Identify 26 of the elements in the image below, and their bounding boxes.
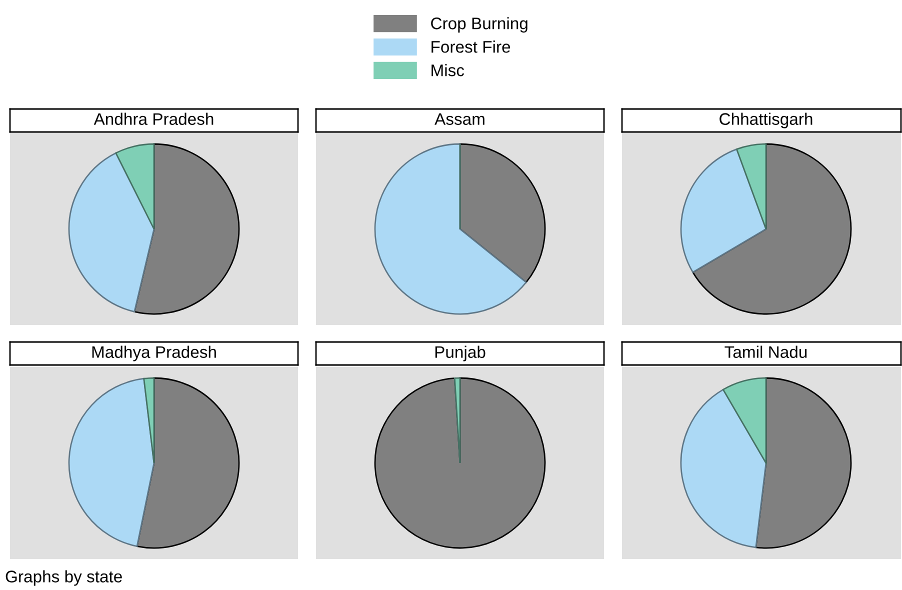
pie-slice [115,143,155,230]
chart-title: Assam [434,113,484,125]
text: Andhra Pradesh [94,112,214,125]
pie-slice [680,148,767,273]
pie-slice [68,152,155,312]
legend-label: Forest Fire [432,40,510,53]
pie-slice [722,377,767,464]
pie-slice [755,377,852,549]
pie-slice [68,378,155,547]
pie-slice [736,143,767,230]
legend-label: Misc [432,64,464,76]
pie-slice [136,377,240,549]
pie-slice [680,388,767,548]
pie-slice [374,143,527,315]
pie-slice [454,377,461,464]
chart-title: Tamil Nadu [724,346,807,358]
pie-slice [134,143,240,315]
chart-title: Chhattisgarh [720,112,812,128]
pie-slice [692,143,852,315]
pie-slice [374,377,546,549]
pie-slice [459,143,546,284]
pie-slice [143,377,155,464]
legend-label: Crop Burning [431,17,528,33]
chart-title: Punjab [435,346,486,362]
text: Graphs by state [6,570,122,586]
chart-title: Madhya Pradesh [92,346,216,362]
